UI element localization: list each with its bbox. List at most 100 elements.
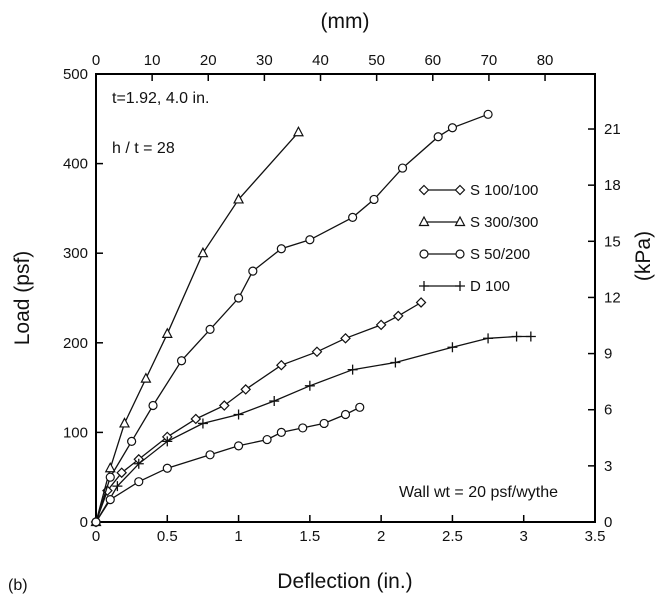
right-axis-title: (kPa) xyxy=(632,231,655,281)
x-tick-label: 3 xyxy=(520,528,528,545)
top-tick-label: 70 xyxy=(481,52,498,69)
legend-marker xyxy=(454,215,466,227)
data-point xyxy=(148,400,158,411)
x-tick-label: 3.5 xyxy=(585,528,606,545)
data-point xyxy=(483,333,494,344)
annotation-slenderness: h / t = 28 xyxy=(112,140,175,157)
data-point xyxy=(119,417,131,428)
right-tick-label: 6 xyxy=(604,402,612,419)
x-tick-label: 0.5 xyxy=(157,528,178,545)
data-point xyxy=(397,163,408,173)
top-tick-label: 80 xyxy=(537,52,554,69)
data-point xyxy=(116,467,128,479)
data-point xyxy=(133,458,144,469)
data-point xyxy=(275,359,287,371)
data-point xyxy=(340,332,351,344)
data-point xyxy=(305,235,315,245)
data-point xyxy=(347,364,358,375)
data-point xyxy=(134,477,144,487)
top-tick-label: 0 xyxy=(92,52,100,69)
data-point xyxy=(162,436,173,447)
data-point xyxy=(176,356,187,366)
top-tick-label: 60 xyxy=(424,52,441,69)
x-axis-title: Deflection (in.) xyxy=(277,570,412,593)
data-point xyxy=(311,346,323,358)
data-point xyxy=(218,400,230,411)
legend-label: S 50/200 xyxy=(470,246,530,263)
data-point xyxy=(511,331,522,342)
top-tick-label: 50 xyxy=(368,52,385,69)
data-point xyxy=(392,310,404,322)
data-point xyxy=(233,293,244,303)
data-point xyxy=(433,132,443,142)
legend-label: D 100 xyxy=(470,278,510,295)
data-point xyxy=(91,517,101,527)
legend-label: S 300/300 xyxy=(470,214,538,231)
data-point xyxy=(205,324,215,334)
panel-label: (b) xyxy=(8,577,28,594)
x-tick-label: 1 xyxy=(234,528,242,545)
series-0 xyxy=(90,297,427,528)
series-2 xyxy=(91,109,493,527)
y-tick-label: 400 xyxy=(63,156,88,173)
data-point xyxy=(248,266,258,276)
data-point xyxy=(162,463,172,473)
x-tick-label: 2 xyxy=(377,528,385,545)
data-point xyxy=(105,495,115,505)
data-point xyxy=(233,409,244,420)
data-point xyxy=(161,327,173,338)
series-line-1 xyxy=(95,131,299,523)
data-point xyxy=(415,297,427,308)
data-point xyxy=(140,372,152,383)
legend-item-0: S 100/100 xyxy=(418,182,538,199)
top-tick-label: 40 xyxy=(312,52,329,69)
right-tick-label: 18 xyxy=(604,177,621,194)
series-line-0 xyxy=(95,301,422,523)
y-tick-label: 200 xyxy=(63,335,88,352)
labels-group: (mm) Deflection (in.) Load (psf) (kPa) t… xyxy=(8,10,655,594)
data-point xyxy=(483,109,493,119)
data-point xyxy=(304,380,315,391)
right-tick-label: 3 xyxy=(604,458,612,475)
data-point xyxy=(262,434,272,445)
x-tick-label: 2.5 xyxy=(442,528,463,545)
right-tick-label: 12 xyxy=(604,289,621,306)
data-point xyxy=(298,423,308,433)
legend-marker xyxy=(454,184,466,196)
data-point xyxy=(240,384,252,395)
data-point xyxy=(340,409,351,420)
legend-marker xyxy=(419,249,429,259)
y-tick-label: 0 xyxy=(80,514,88,531)
y-axis-title: Load (psf) xyxy=(11,251,34,346)
data-point xyxy=(197,418,208,429)
data-point xyxy=(190,413,202,425)
data-point xyxy=(104,461,116,473)
data-point xyxy=(197,246,209,258)
data-point xyxy=(276,427,286,437)
legend-item-2: S 50/200 xyxy=(419,246,530,263)
legend-label: S 100/100 xyxy=(470,182,538,199)
legend-marker xyxy=(419,281,429,291)
data-point xyxy=(127,436,137,446)
data-point xyxy=(369,194,379,205)
data-point xyxy=(233,441,244,451)
y-tick-label: 100 xyxy=(63,424,88,441)
right-tick-label: 15 xyxy=(604,233,621,250)
data-point xyxy=(525,331,536,342)
data-point xyxy=(348,212,358,222)
data-point xyxy=(355,402,365,412)
top-axis-title: (mm) xyxy=(321,10,370,33)
data-point xyxy=(233,193,245,204)
top-tick-label: 20 xyxy=(200,52,217,69)
legend-marker xyxy=(418,215,430,227)
top-tick-label: 10 xyxy=(144,52,161,69)
annotation-thickness: t=1.92, 4.0 in. xyxy=(112,90,209,107)
x-tick-label: 1.5 xyxy=(299,528,320,545)
series-3 xyxy=(91,331,536,527)
series-1 xyxy=(90,125,304,527)
data-point xyxy=(447,342,458,353)
series-4 xyxy=(91,402,365,527)
data-point xyxy=(105,472,115,482)
